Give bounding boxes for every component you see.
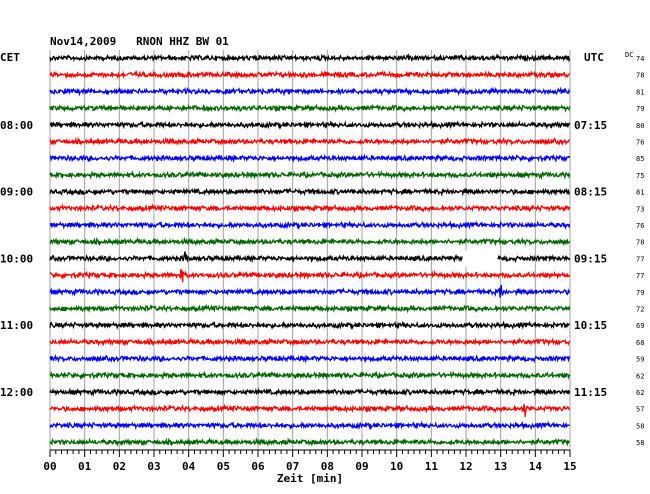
dc-value: 62 bbox=[636, 389, 644, 397]
trace-line bbox=[49, 153, 571, 164]
trace-line bbox=[49, 220, 571, 230]
x-tick-label: 14 bbox=[529, 460, 543, 473]
x-tick-label: 15 bbox=[563, 460, 576, 473]
trace-line bbox=[49, 320, 570, 331]
trace-line bbox=[49, 236, 571, 247]
trace-line bbox=[49, 437, 570, 447]
trace-line bbox=[49, 169, 571, 181]
x-tick-label: 01 bbox=[78, 460, 92, 473]
left-time-label: 08:00 bbox=[0, 119, 33, 132]
x-tick-label: 09 bbox=[355, 460, 368, 473]
dc-value: 77 bbox=[636, 272, 644, 280]
trace-line bbox=[49, 387, 571, 398]
dc-value: 69 bbox=[636, 322, 644, 330]
trace-line bbox=[49, 285, 571, 298]
trace-line bbox=[49, 303, 571, 314]
trace-group bbox=[49, 52, 571, 447]
x-tick-label: 10 bbox=[390, 460, 403, 473]
x-tick-label: 07 bbox=[286, 460, 299, 473]
x-tick-label: 03 bbox=[147, 460, 160, 473]
x-axis: 00 01 02 03 04 05 06 07 08 09 10 11 12 13 14 15 bbox=[43, 449, 577, 473]
trace-line bbox=[49, 336, 571, 347]
left-time-label: 10:00 bbox=[0, 252, 33, 265]
dc-value: 80 bbox=[636, 122, 644, 130]
x-tick-label: 00 bbox=[43, 460, 56, 473]
dc-value: 79 bbox=[636, 105, 644, 113]
trace-line bbox=[49, 251, 571, 264]
x-tick-label: 02 bbox=[113, 460, 126, 473]
trace-line bbox=[49, 52, 571, 63]
left-time-label: 11:00 bbox=[0, 319, 33, 332]
trace-line bbox=[49, 370, 571, 381]
trace-line bbox=[49, 69, 571, 80]
x-tick-label: 11 bbox=[425, 460, 439, 473]
dc-value: 79 bbox=[636, 289, 644, 297]
right-time-label: 09:15 bbox=[574, 252, 607, 265]
left-time-label: 09:00 bbox=[0, 186, 33, 199]
right-time-label: 10:15 bbox=[574, 319, 607, 332]
dc-value: 59 bbox=[636, 356, 644, 364]
trace-line bbox=[49, 119, 571, 130]
dc-values: 74 78 81 79 80 76 85 75 81 73 76 78 77 77 79 72 69 68 59 62… bbox=[636, 55, 644, 447]
dc-value: 78 bbox=[636, 239, 644, 247]
data-gap bbox=[462, 250, 498, 267]
right-time-label: 11:15 bbox=[574, 386, 607, 399]
chart-title: Nov14,2009 RNON HHZ BW 01 bbox=[50, 35, 229, 48]
time-labels: 08:00 09:00 10:00 11:00 12:00 07:15 08:15 09:15… bbox=[0, 119, 607, 399]
left-time-label: 12:00 bbox=[0, 386, 33, 399]
right-timezone-label: UTC bbox=[584, 51, 604, 64]
dc-value: 75 bbox=[636, 172, 644, 180]
trace-line bbox=[49, 269, 571, 283]
trace-line bbox=[49, 186, 571, 197]
trace-line bbox=[49, 420, 570, 431]
x-tick-label: 13 bbox=[494, 460, 507, 473]
dc-value: 73 bbox=[636, 205, 644, 213]
dc-value: 62 bbox=[636, 372, 644, 380]
x-tick-label: 08 bbox=[321, 460, 334, 473]
dc-value: 81 bbox=[636, 189, 644, 197]
right-time-label: 08:15 bbox=[574, 186, 607, 199]
right-time-label: 07:15 bbox=[574, 119, 607, 132]
trace-line bbox=[49, 403, 570, 417]
dc-value: 77 bbox=[636, 255, 644, 263]
dc-value: 85 bbox=[636, 155, 644, 163]
gap-box bbox=[462, 250, 498, 267]
dc-value: 58 bbox=[636, 422, 644, 430]
x-tick-label: 06 bbox=[251, 460, 265, 473]
dc-label: DC bbox=[625, 51, 633, 59]
dc-value: 57 bbox=[636, 406, 644, 414]
dc-value: 76 bbox=[636, 139, 644, 147]
dc-value: 68 bbox=[636, 339, 644, 347]
trace-line bbox=[49, 354, 571, 364]
left-timezone-label: CET bbox=[0, 51, 20, 64]
time-grid bbox=[49, 50, 571, 450]
trace-line bbox=[49, 103, 571, 113]
dc-value: 76 bbox=[636, 222, 644, 230]
x-axis-label: Zeit [min] bbox=[277, 472, 343, 485]
x-tick-label: 04 bbox=[182, 460, 196, 473]
dc-value: 81 bbox=[636, 88, 644, 96]
trace-line bbox=[49, 203, 571, 214]
dc-value: 74 bbox=[636, 55, 644, 63]
x-tick-label: 05 bbox=[217, 460, 230, 473]
dc-value: 78 bbox=[636, 72, 644, 80]
trace-line bbox=[49, 136, 571, 147]
dc-value: 58 bbox=[636, 439, 644, 447]
x-tick-label: 12 bbox=[459, 460, 472, 473]
trace-line bbox=[49, 86, 571, 97]
dc-value: 72 bbox=[636, 306, 644, 314]
